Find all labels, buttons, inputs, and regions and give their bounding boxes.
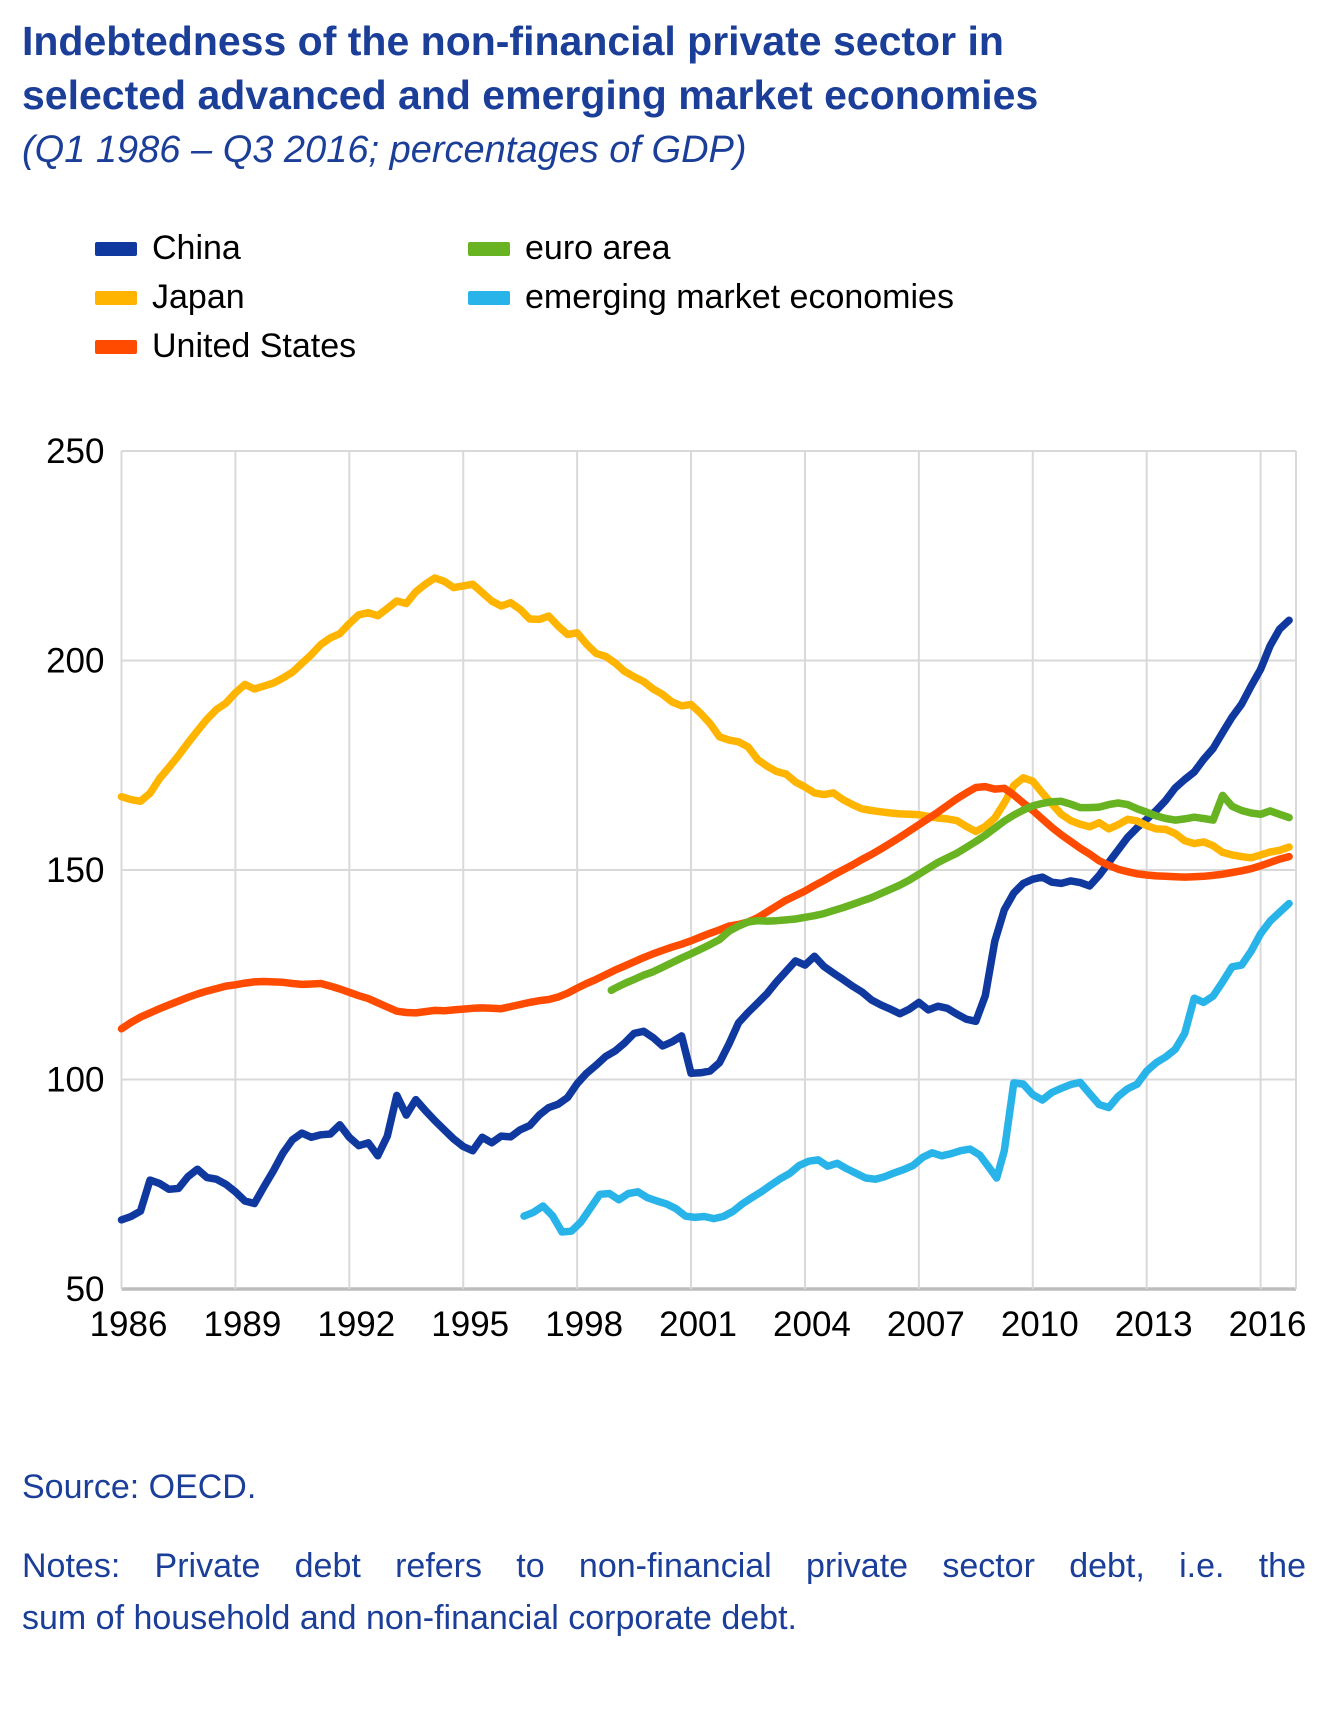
legend-label-japan: Japan — [152, 278, 245, 316]
legend-label-united-states: United States — [152, 327, 357, 365]
notes-block: Notes: Private debt refers to non-financ… — [22, 1540, 1306, 1644]
chart-title-line-1: Indebtedness of the non-financial privat… — [22, 18, 1004, 64]
x-tick-label-2007: 2007 — [887, 1305, 965, 1344]
notes-line-1: Notes: Private debt refers to non-financ… — [22, 1547, 1306, 1585]
legend-item-china: China — [95, 224, 356, 273]
x-tick-label-2004: 2004 — [773, 1305, 851, 1344]
y-tick-label-100: 100 — [46, 1061, 104, 1100]
series-line-euro-area — [607, 791, 1293, 995]
series-line-china — [117, 616, 1293, 1224]
chart-title-line-2: selected advanced and emerging market ec… — [22, 72, 1039, 118]
x-tick-label-1995: 1995 — [431, 1305, 509, 1344]
y-tick-label-50: 50 — [66, 1270, 105, 1309]
chart-subtitle: (Q1 1986 – Q3 2016; percentages of GDP) — [22, 129, 747, 171]
legend-label-euro-area: euro area — [525, 229, 671, 267]
legend-swatch-united-states — [95, 339, 137, 354]
x-tick-label-1998: 1998 — [545, 1305, 623, 1344]
x-tick-label-2013: 2013 — [1115, 1305, 1193, 1344]
x-tick-label-2001: 2001 — [659, 1305, 737, 1344]
legend-column-2: euro area emerging market economies — [468, 224, 954, 322]
source-text: Source: OECD. — [22, 1468, 257, 1506]
notes-line-2: sum of household and non-financial corpo… — [22, 1599, 797, 1637]
legend-item-united-states: United States — [95, 322, 356, 371]
legend-column-1: China Japan United States — [95, 224, 356, 371]
legend-swatch-china — [95, 241, 137, 256]
legend-swatch-euro-area — [468, 241, 510, 256]
legend-label-emerging-market-economies: emerging market economies — [525, 278, 954, 316]
x-tick-label-2016: 2016 — [1229, 1305, 1307, 1344]
y-tick-label-250: 250 — [46, 432, 104, 471]
legend-swatch-emerging-market-economies — [468, 290, 510, 305]
x-tick-label-1992: 1992 — [317, 1305, 395, 1344]
y-tick-label-150: 150 — [46, 851, 104, 890]
title-block: Indebtedness of the non-financial privat… — [22, 14, 1038, 178]
x-tick-label-1986: 1986 — [90, 1305, 168, 1344]
legend-item-japan: Japan — [95, 273, 356, 322]
legend-swatch-japan — [95, 290, 137, 305]
x-tick-label-2010: 2010 — [1001, 1305, 1079, 1344]
legend-label-china: China — [152, 229, 241, 267]
y-tick-label-200: 200 — [46, 642, 104, 681]
legend-item-euro-area: euro area — [468, 224, 954, 273]
series-line-japan — [117, 574, 1293, 862]
series-line-emerging-market-economies — [520, 899, 1293, 1236]
x-tick-label-1989: 1989 — [203, 1305, 281, 1344]
legend-item-emerging-market-economies: emerging market economies — [468, 273, 954, 322]
series-line-united-states — [117, 782, 1293, 1033]
